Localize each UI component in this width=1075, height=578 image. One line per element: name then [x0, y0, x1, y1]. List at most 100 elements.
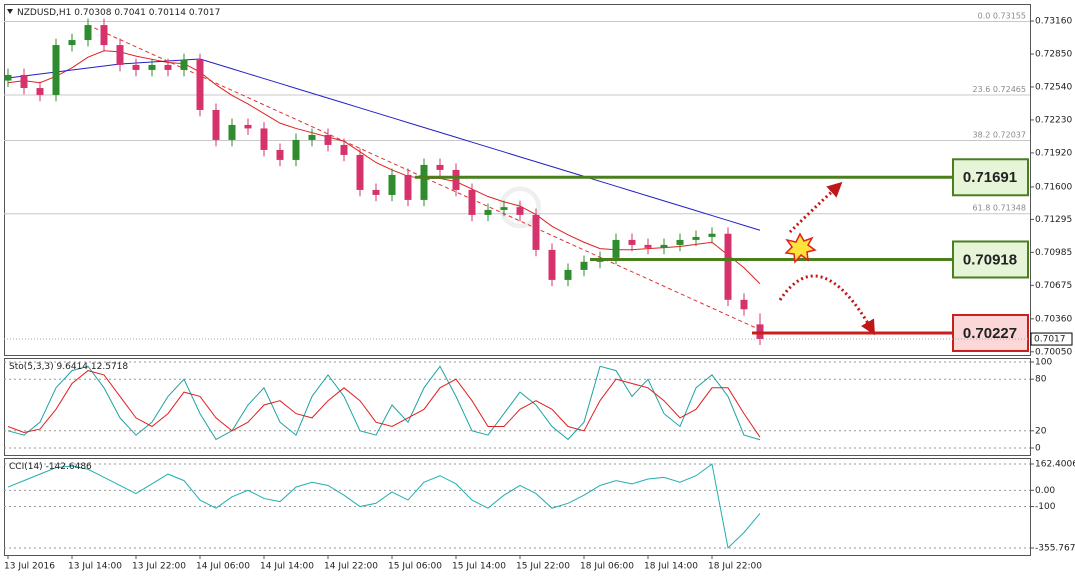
fib-ratio: 61.8 [973, 203, 991, 212]
level-box [952, 158, 1029, 197]
indicator-line [7, 370, 761, 438]
candle-body [228, 124, 236, 140]
fib-ratio: 23.6 [973, 84, 991, 93]
candle-body [564, 269, 572, 280]
breakout-burst [784, 232, 817, 264]
candle-body [532, 214, 540, 250]
candle-body [356, 154, 364, 190]
level-label: 0.70918 [963, 251, 1017, 268]
y-tick-label: 0.70675 [1035, 281, 1072, 291]
signal-value: 12.5718 [91, 362, 128, 372]
price-tag [1030, 332, 1073, 346]
candle-body [244, 124, 252, 129]
candle-body [724, 233, 732, 300]
candle-body [500, 207, 508, 210]
candle-body [132, 64, 140, 70]
candle-body [452, 169, 460, 190]
up-arrow [788, 181, 843, 234]
x-tick-label: 18 Jul 06:00 [580, 562, 634, 572]
candle-body [308, 134, 316, 140]
plot-layer: 13 Jul 2016 13 Jul 14:00 13 Jul 22:00 14 Ju… [4, 11, 1075, 572]
indicator-line [7, 463, 761, 549]
y-tick-label: -100 [1035, 502, 1056, 512]
y-tick-label: 0.73160 [1035, 17, 1072, 27]
candle-body [84, 25, 92, 41]
y-tick-label: 0.72850 [1035, 49, 1072, 59]
fib-label: 61.8 0.71348 [973, 203, 1026, 212]
level-label: 0.70227 [963, 325, 1017, 342]
fib-ratio: 38.2 [973, 130, 991, 139]
main-panel [4, 4, 1031, 356]
price-tag-label: 0.7017 [1034, 335, 1066, 345]
candle-body [20, 74, 28, 89]
candle-body [260, 128, 268, 150]
y-tick-label: 0.71295 [1035, 215, 1072, 225]
menu-icon [7, 9, 13, 14]
y-tick-label: 0.72540 [1035, 82, 1072, 92]
y-tick-label: 20 [1035, 426, 1047, 436]
x-tick-label: 13 Jul 2016 [4, 562, 55, 572]
fib-label: 23.6 0.72465 [973, 84, 1026, 93]
candle-body [660, 244, 668, 248]
y-tick-label: 0.72230 [1035, 115, 1072, 125]
level-label: 0.71691 [963, 169, 1017, 186]
chart-title: NZDUSD,H1 0.70308 0.7041 0.70114 0.7017 [17, 8, 220, 18]
fib-label: 38.2 0.72037 [973, 130, 1026, 139]
y-tick-label: 0.71920 [1035, 148, 1072, 158]
candle-body [644, 244, 652, 248]
candle-body [180, 59, 188, 70]
x-tick-label: 18 Jul 14:00 [644, 562, 698, 572]
fib-price: 0.72465 [993, 84, 1026, 93]
open-value: 0.70308 [74, 8, 111, 18]
candle-body [196, 59, 204, 110]
x-tick-label: 15 Jul 22:00 [516, 562, 570, 572]
cci-value: -142.6486 [46, 462, 92, 472]
cci-title: CCI(14) -142.6486 [9, 462, 92, 472]
candle-body [628, 239, 636, 245]
candle-body [324, 134, 332, 145]
x-tick-label: 13 Jul 14:00 [68, 562, 122, 572]
y-tick-label: -355.7676 [1035, 544, 1075, 554]
candle-body [276, 149, 284, 160]
indicator-name: CCI(14) [9, 462, 43, 472]
x-tick-label: 13 Jul 22:00 [132, 562, 186, 572]
candle-body [36, 88, 44, 95]
candle-body [580, 261, 588, 270]
candle-body [516, 207, 524, 215]
y-tick-label: 0.70360 [1035, 314, 1072, 324]
candle-body [148, 64, 156, 70]
y-tick-label: 0.70050 [1035, 347, 1072, 357]
candle-body [164, 64, 172, 70]
candle-body [292, 139, 300, 160]
candle-body [52, 45, 60, 95]
candle-body [4, 74, 12, 81]
close-value: 0.7017 [189, 8, 221, 18]
candle-body [340, 144, 348, 155]
candle-body [68, 40, 76, 46]
y-tick-label: 0.71600 [1035, 182, 1072, 192]
indicator-line [7, 365, 761, 441]
high-value: 0.7041 [114, 8, 146, 18]
indicator-line [7, 58, 761, 231]
decorations [778, 181, 876, 336]
indicator-name: Sto(5,3,3) [9, 362, 54, 372]
level-box [952, 313, 1029, 352]
candle-body [436, 164, 444, 170]
x-tick-label: 15 Jul 06:00 [388, 562, 442, 572]
x-tick-label: 14 Jul 06:00 [196, 562, 250, 572]
fib-ratio: 0.0 [978, 11, 991, 20]
stochastic-panel [4, 358, 1031, 456]
candle-body [740, 299, 748, 310]
candle-body [708, 233, 716, 237]
candle-body [484, 209, 492, 215]
indicator-line [7, 50, 761, 285]
candle-body [388, 174, 396, 195]
x-tick-label: 14 Jul 22:00 [324, 562, 378, 572]
fib-price: 0.72037 [993, 130, 1026, 139]
candle-body [404, 174, 412, 200]
y-tick-label: 0.00 [1035, 486, 1055, 496]
x-tick-label: 18 Jul 22:00 [708, 562, 762, 572]
x-tick-label: 14 Jul 14:00 [260, 562, 314, 572]
header: NZDUSD,H1 0.70308 0.7041 0.70114 0.7017 … [7, 8, 220, 472]
